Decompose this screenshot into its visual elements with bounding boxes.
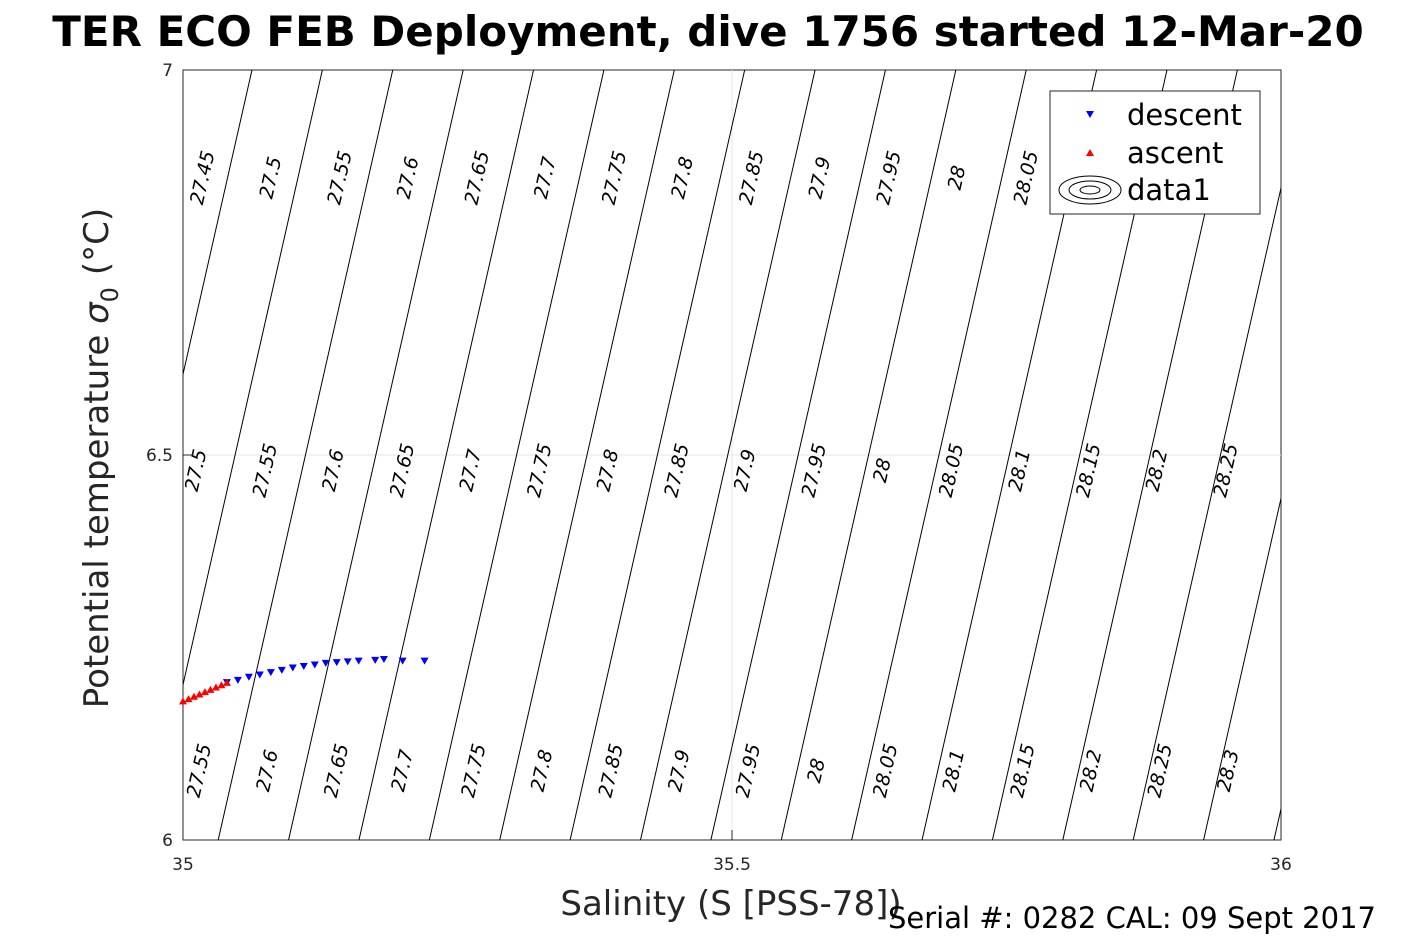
y-axis-label-subscript: 0: [96, 287, 124, 302]
legend-descent-label: descent: [1127, 98, 1242, 132]
descent-point: [255, 671, 264, 679]
legend-ascent-label: ascent: [1127, 136, 1223, 170]
isopycnal-line: [217, 70, 394, 840]
contour-label: 28: [869, 456, 896, 484]
y-axis-label-symbol: σ: [77, 301, 117, 324]
isopycnal-line: [640, 70, 816, 840]
x-axis-label: Salinity (S [PSS-78]): [560, 884, 901, 924]
isopycnal-line: [428, 70, 605, 840]
data-series: [179, 656, 429, 705]
legend: descent ascent data1: [1049, 90, 1261, 215]
descent-point: [310, 661, 319, 669]
grid: [183, 70, 1281, 840]
x-tick-label: 36: [1270, 855, 1292, 875]
ascent-point: [211, 683, 220, 691]
ascent-point: [200, 688, 209, 696]
contour-label: 28: [803, 756, 830, 784]
isopycnal-line: [183, 70, 253, 377]
legend-data1-label: data1: [1127, 173, 1211, 207]
descent-point: [321, 659, 330, 667]
y-axis-label-unit: (°C): [77, 208, 117, 275]
descent-point: [354, 657, 363, 665]
isopycnal-line: [1132, 185, 1281, 840]
ascent-point: [179, 697, 187, 705]
ascent-point: [206, 685, 215, 693]
isopycnal-line: [499, 70, 675, 840]
descent-point: [277, 666, 286, 674]
descent-point: [371, 656, 380, 664]
isopycnal-line: [183, 70, 323, 688]
contour-label: 28: [944, 164, 971, 192]
isopycnal-line: [358, 70, 535, 840]
isopycnal-line: [569, 70, 746, 840]
ascent-point: [195, 690, 204, 698]
isopycnal-line: [288, 70, 464, 840]
legend-ascent-marker: [1086, 149, 1094, 156]
descent-point: [343, 658, 352, 666]
isopycnal-line: [710, 70, 886, 840]
serial-cal-footer: Serial #: 0282 CAL: 09 Sept 2017: [888, 901, 1376, 935]
ascent-point: [217, 681, 226, 689]
ascent-point: [222, 678, 231, 686]
descent-point: [379, 656, 388, 664]
isopycnal-line: [851, 70, 1027, 840]
descent-point: [420, 657, 429, 665]
isopycnal-line: [780, 70, 957, 840]
descent-point: [288, 664, 297, 672]
axis-ticks: 35 35.5 36 6 6.5 7: [146, 61, 1292, 875]
descent-point: [244, 673, 253, 681]
isopycnal-line: [1203, 496, 1281, 840]
chart-title: TER ECO FEB Deployment, dive 1756 starte…: [52, 7, 1363, 56]
x-tick-label: 35: [172, 855, 194, 875]
y-tick-label: 6: [162, 831, 173, 851]
descent-point: [233, 676, 242, 684]
y-axis-label-main: Potential temperature: [77, 335, 117, 708]
descent-point: [398, 657, 407, 665]
descent-point: [332, 659, 341, 667]
y-axis-label: Potential temperature σ0 (°C): [77, 208, 124, 708]
contour-labels: 27.45 27.5 27.55 27.6 27.65 27.7 27.75 27.8 27.8…: [181, 149, 1244, 800]
ascent-point: [184, 695, 193, 703]
contour-lines: [183, 70, 1281, 840]
descent-point: [266, 669, 275, 677]
descent-point: [299, 662, 308, 670]
ascent-point: [189, 692, 198, 700]
y-tick-label: 6.5: [146, 446, 173, 466]
y-tick-label: 7: [162, 61, 173, 81]
legend-descent-marker: [1086, 111, 1094, 118]
x-tick-label: 35.5: [713, 855, 751, 875]
legend-contour-icon: [1058, 175, 1122, 205]
